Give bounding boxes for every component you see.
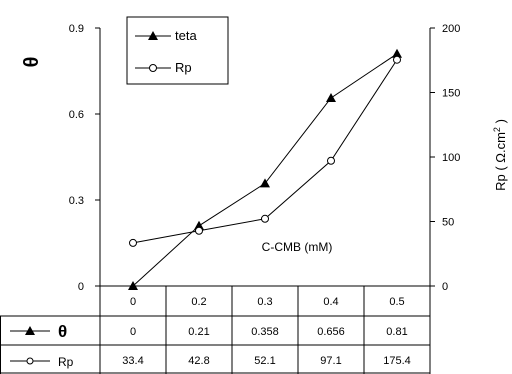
- y-right-axis-title-suffix: ): [493, 119, 508, 127]
- table-theta-legend-marker: [25, 326, 35, 335]
- y-right-axis-title-superscript: 2: [492, 127, 502, 132]
- legend: teta Rp: [126, 16, 229, 85]
- table-cells: 0 0.2 0.3 0.4 0.5 0 0.21 0.358 0.656 0.81 33.4 42.8…: [122, 296, 410, 367]
- table-rp-row-label: Rp: [58, 355, 74, 369]
- table-value-cell: 0.656: [317, 326, 345, 338]
- point-teta: [392, 48, 402, 58]
- table-header-cell: 0.4: [323, 296, 338, 308]
- table-value-cell: 97.1: [320, 355, 341, 367]
- table-value-cell: 42.8: [188, 355, 209, 367]
- y-left-tick-label: 0: [78, 281, 84, 293]
- y-left-tick-label: 0.6: [69, 109, 84, 121]
- y-left-axis-title: θ: [21, 57, 43, 68]
- legend-teta-label: teta: [175, 28, 197, 43]
- table-header-cell: 0: [130, 296, 136, 308]
- point-rp: [129, 238, 137, 247]
- right-axis-ticks: 0 50 100 150 200: [430, 23, 460, 293]
- point-teta: [326, 92, 336, 102]
- table-value-cell: 52.1: [254, 355, 275, 367]
- legend-teta-marker: [148, 31, 158, 40]
- table-value-cell: 175.4: [383, 355, 411, 367]
- y-right-tick-label: 150: [442, 88, 460, 100]
- y-left-tick-label: 0.3: [69, 195, 84, 207]
- series-layer: [128, 48, 402, 290]
- y-right-axis-title: Rp ( Ω.cm2 ): [492, 119, 508, 191]
- y-right-tick-label: 0: [442, 281, 448, 293]
- table-value-cell: 33.4: [122, 355, 143, 367]
- y-right-tick-label: 200: [442, 23, 460, 35]
- y-right-tick-label: 50: [442, 217, 454, 229]
- table-theta-row-label: θ: [58, 322, 67, 341]
- point-rp: [327, 156, 335, 165]
- data-table: θ Rp 0 0.2 0.3 0.4 0.5 0 0.21 0.358 0.656 0.81 33.…: [0, 285, 431, 374]
- point-rp: [261, 214, 269, 223]
- point-rp: [393, 55, 401, 64]
- y-right-tick-label: 100: [442, 152, 460, 164]
- table-value-cell: 0.81: [386, 326, 407, 338]
- table-value-cell: 0.358: [251, 326, 279, 338]
- table-header-cell: 0.2: [191, 296, 206, 308]
- legend-rp-marker: [149, 64, 157, 72]
- legend-rp-label: Rp: [175, 60, 192, 75]
- table-header-cell: 0.3: [257, 296, 272, 308]
- table-value-cell: 0.21: [188, 326, 209, 338]
- point-rp: [195, 226, 203, 235]
- point-teta: [260, 178, 270, 188]
- y-left-tick-label: 0.9: [69, 23, 84, 35]
- table-rp-legend-marker: [26, 357, 34, 365]
- y-right-axis-title-prefix: Rp ( Ω.cm: [493, 132, 508, 191]
- x-axis-title: C-CMB (mM): [262, 240, 333, 254]
- table-header-cell: 0.5: [389, 296, 404, 308]
- left-axis-ticks: 0 0.3 0.6 0.9: [69, 23, 100, 293]
- point-teta: [194, 220, 204, 230]
- table-value-cell: 0: [130, 326, 136, 338]
- legend-box: [126, 16, 229, 85]
